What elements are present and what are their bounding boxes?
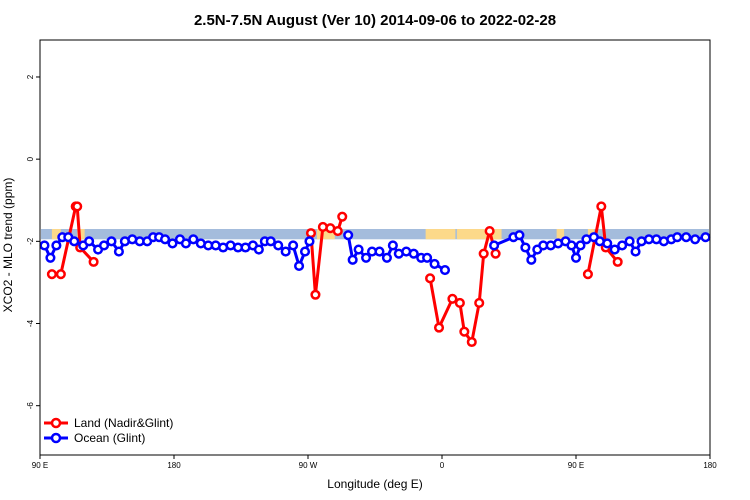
data-point (98, 240, 110, 251)
data-point (280, 246, 291, 257)
ocean-band (41, 229, 709, 240)
data-point (474, 297, 485, 309)
data-point (422, 252, 433, 263)
x-tick-label: 90 E (568, 461, 584, 470)
data-point (466, 336, 477, 348)
data-point (381, 252, 392, 263)
data-point (575, 240, 586, 251)
data-point (566, 240, 577, 251)
data-point (489, 240, 500, 251)
x-tick-label: 90 W (299, 461, 318, 470)
data-point (484, 226, 495, 237)
data-point (514, 230, 525, 241)
data-point (343, 230, 354, 241)
data-point (55, 269, 66, 280)
data-point (353, 244, 364, 255)
land-band-segment (456, 229, 502, 240)
data-point (69, 236, 80, 247)
data-point (361, 252, 372, 263)
plot-frame (39, 39, 711, 456)
data-point (612, 256, 623, 267)
x-tick-label: 180 (167, 461, 181, 470)
data-point (630, 246, 641, 257)
data-point (72, 201, 83, 212)
data-point (347, 254, 358, 265)
data-point (332, 226, 343, 237)
data-point (84, 236, 95, 247)
y-tick-label: -6 (26, 402, 35, 410)
y-tick-label: 2 (26, 74, 35, 79)
series-line (428, 229, 498, 344)
data-point (45, 252, 56, 263)
data-point (39, 240, 50, 251)
data-point (609, 244, 620, 255)
y-tick-label: 0 (26, 156, 35, 161)
data-point (617, 240, 628, 251)
y-axis-label: XCO2 - MLO trend (ppm) (1, 178, 15, 313)
data-point (408, 248, 419, 259)
chart-title: 2.5N-7.5N August (Ver 10) 2014-09-06 to … (194, 12, 556, 29)
x-axis-label: Longitude (deg E) (327, 477, 422, 491)
data-point (596, 201, 607, 212)
data-point (160, 234, 171, 245)
data-point (454, 297, 465, 309)
x-tick-label: 0 (440, 461, 445, 470)
data-point (299, 246, 311, 257)
legend-ocean-marker (50, 432, 62, 444)
legend-ocean-label: Ocean (Glint) (74, 431, 145, 445)
plot-layer: 90 E 180 90 W 0 90 E 180 2 0 -2 -4 -6 (26, 74, 717, 470)
data-point (51, 240, 62, 251)
data-point (374, 246, 385, 257)
data-point (387, 240, 398, 251)
y-tick-label: -2 (26, 237, 35, 245)
data-point (88, 256, 99, 267)
data-point (113, 246, 124, 257)
data-point (439, 265, 451, 276)
data-point (624, 236, 635, 247)
x-tick-label: 90 E (32, 461, 48, 470)
data-point (459, 326, 470, 337)
land-band-segment (316, 229, 335, 240)
land-band-segment (556, 229, 565, 240)
data-point (167, 238, 178, 249)
land-band-segment (51, 229, 61, 240)
data-point (337, 211, 348, 222)
data-point (305, 228, 317, 239)
legend-land-label: Land (Nadir&Glint) (74, 416, 173, 430)
data-point (447, 293, 458, 304)
data-point (490, 248, 501, 259)
data-point (106, 236, 117, 247)
data-point (672, 232, 683, 243)
data-point (288, 240, 299, 251)
data-point (700, 232, 711, 243)
data-point (690, 234, 701, 245)
data-point (582, 269, 593, 280)
y-tick-label: -4 (26, 319, 35, 327)
data-point (478, 248, 489, 259)
data-point (425, 273, 436, 284)
data-point (681, 232, 692, 243)
data-point (429, 258, 440, 269)
data-point (433, 322, 445, 333)
data-point (46, 269, 57, 280)
data-point (294, 260, 305, 272)
data-point (265, 236, 276, 247)
data-point (304, 236, 315, 247)
data-point (602, 238, 613, 249)
data-point (273, 240, 284, 251)
data-point (310, 289, 321, 300)
data-point (180, 238, 191, 249)
data-point (188, 234, 199, 245)
data-point (526, 254, 537, 265)
data-point (570, 252, 582, 263)
data-point (253, 244, 264, 255)
legend: Land (Nadir&Glint) Ocean (Glint) (44, 416, 173, 445)
x-tick-label: 180 (703, 461, 717, 470)
legend-land-marker (50, 417, 62, 429)
land-band-segment (425, 229, 456, 240)
data-point (520, 242, 531, 253)
land-band-segment (77, 229, 85, 240)
